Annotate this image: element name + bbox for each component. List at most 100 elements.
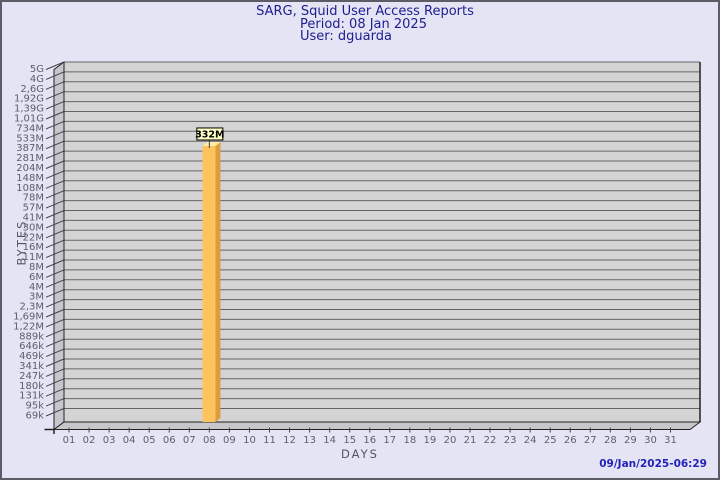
x-tick-label: 14 <box>323 435 336 446</box>
y-tick-label: 5G <box>30 64 44 75</box>
y-tick-label: 3M <box>29 292 44 303</box>
generated-timestamp: 09/Jan/2025-06:29 <box>599 458 707 470</box>
y-tick <box>45 101 65 110</box>
y-tick <box>45 259 65 268</box>
report-title: SARG, Squid User Access Reports <box>256 4 474 19</box>
y-tick <box>45 378 65 387</box>
y-tick-label: 204M <box>16 163 44 174</box>
plot-floor <box>52 421 702 430</box>
y-tick-label: 4M <box>29 282 44 293</box>
y-tick <box>45 140 65 150</box>
y-tick-label: 2,3M <box>19 302 44 313</box>
y-tick <box>45 279 65 288</box>
y-tick-label: 1,92G <box>14 94 44 105</box>
bar <box>202 145 216 422</box>
y-tick-label: 108M <box>16 183 44 194</box>
x-tick-label: 30 <box>644 435 657 446</box>
plot-left-wall <box>53 61 65 431</box>
x-axis-title: DAYS <box>341 447 379 461</box>
x-tick-label: 10 <box>243 435 256 446</box>
x-tick-label: 25 <box>544 435 557 446</box>
x-tick-label: 26 <box>564 435 577 446</box>
y-tick-label: 180k <box>19 381 44 392</box>
y-tick <box>45 160 65 169</box>
y-tick <box>45 61 65 70</box>
y-tick <box>45 309 65 318</box>
y-tick <box>45 408 65 417</box>
x-tick-label: 13 <box>303 435 316 446</box>
y-tick <box>45 190 65 199</box>
y-tick <box>45 150 65 160</box>
x-tick-label: 22 <box>484 435 497 446</box>
value-label-box <box>196 127 224 141</box>
x-tick-label: 12 <box>283 435 296 446</box>
y-tick-label: 95k <box>25 401 44 412</box>
y-tick <box>45 120 65 130</box>
y-tick <box>45 180 65 189</box>
y-tick <box>45 328 65 338</box>
x-tick-label: 29 <box>624 435 637 446</box>
y-tick-label: 247k <box>19 371 44 382</box>
bar-top-face <box>202 141 221 146</box>
y-tick-label: 148M <box>16 173 44 184</box>
y-tick <box>45 398 65 407</box>
y-tick-label: 387M <box>16 143 44 154</box>
y-tick <box>45 348 65 358</box>
y-tick-label: 341k <box>19 361 44 372</box>
y-tick-label: 2,6G <box>20 84 44 95</box>
y-tick-label: 533M <box>16 133 44 144</box>
plot-back-wall <box>64 62 700 422</box>
x-tick-label: 20 <box>444 435 457 446</box>
y-tick-label: 1,01G <box>14 114 44 125</box>
y-tick-label: 22M <box>23 232 44 243</box>
x-tick-label: 18 <box>403 435 416 446</box>
y-tick <box>45 338 65 348</box>
y-tick <box>45 388 65 397</box>
y-tick <box>45 71 65 80</box>
y-tick-label: 734M <box>16 123 44 134</box>
y-tick-label: 11M <box>23 252 44 263</box>
x-tick-label: 09 <box>223 435 236 446</box>
y-tick <box>45 368 65 377</box>
y-tick <box>45 318 65 328</box>
y-tick <box>45 81 65 90</box>
y-tick-label: 1,22M <box>13 321 44 332</box>
y-tick-label: 469k <box>19 351 44 362</box>
value-label: 332M <box>195 129 224 140</box>
report-period: Period: 08 Jan 2025 <box>300 17 427 32</box>
y-tick <box>45 269 65 278</box>
x-tick-label: 06 <box>163 435 176 446</box>
x-tick-label: 08 <box>203 435 216 446</box>
y-tick-label: 8M <box>29 262 44 273</box>
y-tick <box>45 170 65 179</box>
x-tick-label: 17 <box>383 435 396 446</box>
y-tick-label: 6M <box>29 272 44 283</box>
x-tick-label: 24 <box>524 435 537 446</box>
y-tick-label: 4G <box>30 74 44 85</box>
x-tick-label: 02 <box>83 435 96 446</box>
x-tick-label: 03 <box>103 435 116 446</box>
x-tick-label: 07 <box>183 435 196 446</box>
x-tick-label: 05 <box>143 435 156 446</box>
y-tick-label: 131k <box>19 391 44 402</box>
y-tick-label: 30M <box>23 222 44 233</box>
y-tick <box>45 219 65 229</box>
y-tick <box>45 200 65 209</box>
x-tick-label: 16 <box>363 435 376 446</box>
y-tick <box>45 289 65 298</box>
y-tick-label: 78M <box>23 193 44 204</box>
y-tick-label: 69k <box>25 411 44 422</box>
x-tick-label: 11 <box>263 435 276 446</box>
y-axis-title: BYTES <box>14 219 29 266</box>
x-tick-label: 28 <box>604 435 617 446</box>
y-tick-label: 1,69M <box>13 312 44 323</box>
y-tick <box>45 249 65 259</box>
y-tick-label: 41M <box>23 213 44 224</box>
y-tick <box>45 299 65 308</box>
x-tick-label: 21 <box>464 435 477 446</box>
x-tick-label: 27 <box>584 435 597 446</box>
y-tick <box>45 91 65 100</box>
y-tick-label: 281M <box>16 153 44 164</box>
y-tick-label: 1,39G <box>14 104 44 115</box>
